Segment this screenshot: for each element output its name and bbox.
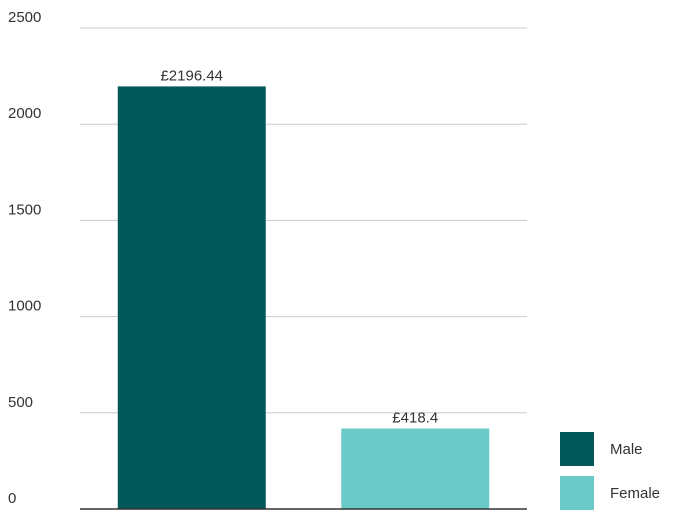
legend-label-female: Female bbox=[610, 484, 661, 502]
data-label-female: £418.4 bbox=[392, 409, 438, 426]
legend-swatch-female bbox=[560, 476, 594, 510]
bar-female bbox=[341, 428, 490, 509]
y-tick-label-1000: 1000 bbox=[8, 298, 41, 315]
legend: Male Female bbox=[560, 432, 660, 520]
bar-male bbox=[117, 86, 266, 510]
legend-swatch-male bbox=[560, 432, 594, 466]
legend-item-female: Female bbox=[560, 476, 660, 510]
data-labels: £2196.44 £418.4 bbox=[160, 67, 438, 426]
y-tick-label-0: 0 bbox=[8, 490, 16, 507]
legend-label-male: Male bbox=[610, 440, 643, 458]
y-tick-label-2500: 2500 bbox=[8, 9, 41, 26]
y-tick-label-500: 500 bbox=[8, 394, 33, 411]
y-tick-label-1500: 1500 bbox=[8, 201, 41, 218]
y-axis-ticks: 0 500 1000 1500 2000 2500 bbox=[8, 9, 41, 507]
bars bbox=[117, 86, 490, 510]
y-tick-label-2000: 2000 bbox=[8, 105, 41, 122]
legend-item-male: Male bbox=[560, 432, 660, 466]
data-label-male: £2196.44 bbox=[160, 67, 223, 84]
